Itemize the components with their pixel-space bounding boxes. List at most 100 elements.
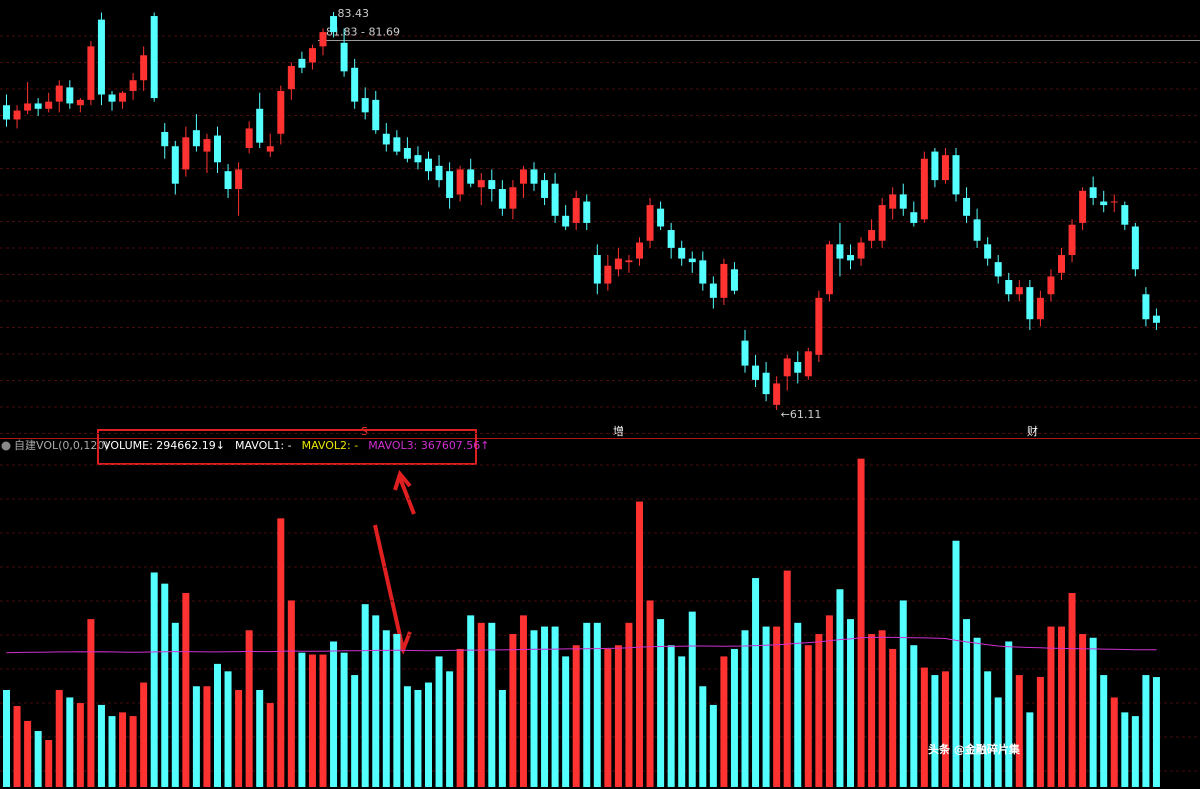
volume-bar	[446, 671, 454, 787]
volume-bar	[34, 731, 42, 787]
volume-bar	[519, 615, 527, 787]
volume-bar	[24, 720, 32, 787]
volume-bar	[889, 648, 897, 787]
candle-body	[3, 105, 10, 120]
indicator-label: VOLUME: 294662.19↓	[103, 439, 225, 452]
candle-body	[351, 67, 359, 102]
candle-body	[551, 183, 559, 216]
price-line-label: 81.83 - 81.69	[326, 25, 400, 38]
candle-body	[963, 197, 971, 216]
volume-bar	[857, 458, 865, 787]
volume-bar	[192, 686, 200, 787]
candle-body	[593, 255, 601, 284]
volume-bar	[214, 663, 221, 787]
candle-body	[192, 130, 200, 147]
candle-body	[13, 110, 21, 120]
candle-body	[287, 65, 295, 90]
candle-body	[87, 46, 95, 100]
candle-body	[1089, 187, 1097, 198]
volume-bar	[509, 634, 517, 787]
volume-bar	[825, 615, 833, 787]
candle-body	[1058, 255, 1065, 273]
volume-bar	[815, 634, 823, 787]
volume-bar	[393, 634, 401, 787]
volume-bar	[794, 622, 802, 787]
volume-bar	[741, 630, 749, 787]
price-annotation: 83.43	[338, 7, 370, 20]
candle-body	[541, 180, 549, 198]
candle-body	[488, 180, 496, 190]
volume-bar	[994, 697, 1002, 787]
volume-bar	[625, 622, 633, 787]
candle-body	[636, 242, 643, 259]
candle-body	[361, 98, 369, 113]
candle-body	[920, 158, 928, 220]
candle-body	[519, 169, 527, 184]
volume-bar	[583, 622, 591, 787]
volume-bar	[910, 645, 918, 787]
candle-body	[794, 362, 802, 373]
candle-body	[1100, 201, 1108, 206]
volume-bar	[266, 703, 274, 787]
candle-body	[572, 197, 580, 223]
candle-body	[456, 169, 464, 195]
candle-body	[97, 19, 105, 95]
volume-bar	[66, 697, 74, 787]
candle-body	[562, 215, 570, 227]
volume-bar	[730, 648, 738, 787]
candle-body	[952, 155, 960, 195]
volume-bar	[171, 622, 179, 787]
volume-bar	[541, 626, 549, 787]
volume-bar	[319, 654, 327, 787]
volume-bar	[752, 578, 760, 787]
volume-bar	[435, 656, 443, 787]
candle-body	[1026, 287, 1034, 320]
candle-body	[825, 244, 833, 295]
volume-bar	[1005, 641, 1013, 787]
candle-body	[1047, 276, 1055, 295]
volume-bar	[847, 619, 854, 787]
candle-body	[34, 103, 42, 109]
candle-body	[899, 194, 907, 209]
candle-body	[783, 358, 791, 377]
candle-body	[868, 230, 876, 241]
volume-bar	[108, 716, 116, 787]
indicator-label: MAVOL2: -	[302, 439, 359, 452]
candle-body	[583, 201, 591, 223]
volume-bar	[425, 682, 432, 787]
volume-bar	[361, 604, 369, 787]
candle-body	[245, 128, 253, 149]
volume-bar	[973, 637, 981, 787]
candle-body	[393, 137, 401, 152]
candle-body	[161, 131, 169, 147]
volume-bar	[1079, 634, 1087, 787]
volume-bar	[562, 656, 570, 787]
volume-bar	[868, 634, 876, 787]
volume-bar	[551, 626, 559, 787]
volume-bar	[931, 675, 939, 787]
candle-body	[657, 208, 665, 227]
marker: S	[361, 425, 368, 438]
candle-body	[530, 169, 538, 184]
candle-body	[129, 80, 137, 91]
candle-body	[773, 383, 781, 405]
candle-body	[256, 108, 264, 143]
volume-bar	[414, 689, 422, 787]
candle-body	[604, 265, 612, 284]
volume-bar	[667, 645, 675, 787]
volume-bar	[140, 682, 148, 787]
volume-bar	[530, 630, 538, 787]
candle-body	[836, 244, 844, 259]
candle-body	[984, 244, 992, 259]
indicator-icon[interactable]	[1, 441, 11, 451]
volume-bar	[1131, 716, 1139, 787]
volume-bar	[688, 611, 696, 787]
volume-bar	[224, 671, 232, 787]
candle-body	[847, 255, 854, 261]
candle-body	[509, 187, 517, 209]
candle-body	[730, 269, 738, 291]
volume-bar	[3, 689, 10, 787]
candle-body	[762, 372, 770, 395]
